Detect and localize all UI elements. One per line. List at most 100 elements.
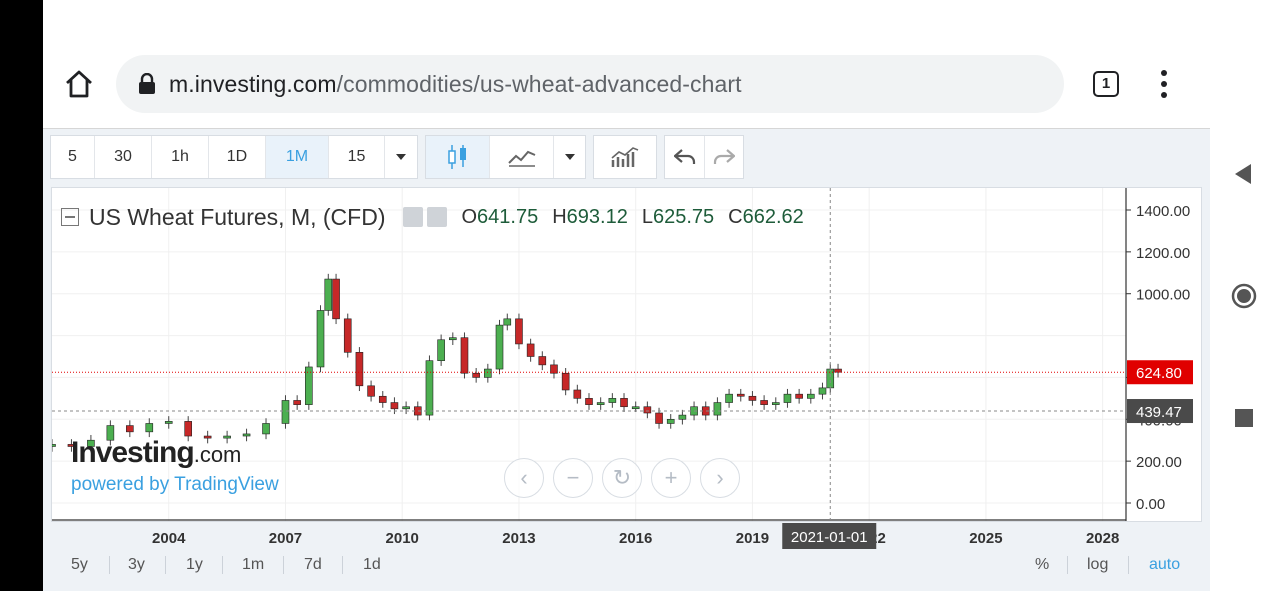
recents-icon[interactable] [1235, 409, 1253, 427]
time-axis[interactable]: 2004200720102013201620192022202520282021… [51, 521, 1202, 553]
indicators-icon [611, 147, 639, 167]
candle [561, 372, 570, 391]
candle [242, 433, 251, 437]
collapse-legend-button[interactable] [61, 208, 79, 226]
zoom-in-button[interactable]: + [651, 458, 691, 498]
interval-1m[interactable]: 1M [266, 136, 329, 178]
more-menu-icon[interactable] [1161, 70, 1169, 100]
indicators-group [593, 135, 657, 179]
scroll-left-button[interactable]: ‹ [504, 458, 544, 498]
logo-suffix: .com [193, 442, 242, 467]
candle [818, 387, 827, 395]
open-value: O641.75 [461, 205, 539, 228]
candle [666, 418, 675, 424]
current-price-tag [1127, 360, 1193, 385]
indicators-button[interactable] [594, 136, 656, 178]
candle [145, 423, 154, 433]
low-value: L625.75 [641, 205, 715, 228]
candle [573, 389, 582, 399]
range-1d[interactable]: 1d [363, 556, 381, 573]
powered-by-link[interactable]: powered by TradingView [71, 474, 279, 495]
settings-icon[interactable] [427, 207, 448, 227]
range-bar: 5y 3y 1y 1m 7d 1d % log auto [51, 549, 1202, 581]
candle [760, 400, 768, 405]
candle [87, 439, 95, 447]
undo-icon [673, 149, 695, 164]
price-tick-label: 1200.00 [1136, 245, 1190, 262]
price-tick-label: 1000.00 [1136, 287, 1190, 304]
phone-screen: m.investing.com/commodities/us-wheat-adv… [43, 0, 1210, 591]
chart-style-group [425, 135, 586, 179]
style-dropdown-button[interactable] [554, 136, 585, 178]
zoom-out-button[interactable]: − [553, 458, 593, 498]
candle [495, 324, 504, 370]
candle [472, 372, 480, 378]
time-tick-label: 2010 [386, 530, 419, 547]
home-button-icon[interactable] [1231, 283, 1257, 309]
interval-group: 5 30 1h 1D 1M 15 [50, 135, 418, 179]
tab-switcher-button[interactable]: 1 [1093, 71, 1119, 97]
time-tick-label: 2004 [152, 530, 186, 547]
range-1m[interactable]: 1m [242, 556, 265, 573]
price-chart[interactable]: 1400.001200.001000.00600.00400.00200.000… [52, 188, 1201, 521]
candle [608, 398, 617, 403]
candle [526, 343, 535, 357]
redo-button[interactable] [705, 136, 743, 178]
candle [106, 425, 115, 441]
line-style-button[interactable] [490, 136, 554, 178]
candle [807, 393, 815, 399]
high-value: H693.12 [552, 205, 628, 228]
candle [184, 421, 192, 437]
candle [281, 400, 290, 424]
candles-button[interactable] [426, 136, 490, 178]
interval-1d[interactable]: 1D [209, 136, 266, 178]
chevron-down-icon [564, 154, 575, 160]
android-nav-bar [1210, 0, 1280, 591]
candle [713, 402, 722, 416]
home-icon[interactable] [63, 68, 95, 100]
price-tick-label: 0.00 [1136, 496, 1165, 513]
candle [293, 400, 301, 405]
url-text: m.investing.com/commodities/us-wheat-adv… [169, 71, 742, 97]
history-group [664, 135, 744, 179]
candle [223, 435, 231, 439]
percent-scale-button[interactable]: % [1035, 556, 1050, 573]
chart-navigation: ‹ − ↻ + › [504, 458, 740, 498]
undo-button[interactable] [665, 136, 705, 178]
chart-panel[interactable]: 1400.001200.001000.00600.00400.00200.000… [51, 187, 1202, 522]
interval-30[interactable]: 30 [95, 136, 152, 178]
reset-chart-button[interactable]: ↻ [602, 458, 642, 498]
range-5y[interactable]: 5y [71, 556, 88, 573]
time-tick-label: 2013 [502, 530, 535, 547]
candle [52, 444, 56, 447]
range-3y[interactable]: 3y [128, 556, 145, 573]
eye-icon[interactable] [403, 207, 424, 227]
scroll-right-button[interactable]: › [700, 458, 740, 498]
candle [484, 368, 492, 378]
candle [783, 393, 792, 403]
back-icon[interactable] [1233, 163, 1253, 185]
lock-icon [139, 73, 155, 94]
address-bar[interactable]: m.investing.com/commodities/us-wheat-adv… [116, 55, 1064, 113]
candle [771, 402, 780, 405]
candle [631, 406, 640, 410]
range-1y[interactable]: 1y [186, 556, 203, 573]
interval-dropdown-button[interactable] [385, 136, 417, 178]
candle [378, 395, 387, 403]
candle [736, 393, 745, 397]
candle [332, 278, 340, 320]
crosshair-date-label: 2021-01-01 [791, 529, 868, 546]
range-7d[interactable]: 7d [304, 556, 322, 573]
log-scale-button[interactable]: log [1087, 556, 1109, 573]
candle [834, 368, 842, 373]
candle [725, 393, 733, 403]
price-tick-label: 1400.00 [1136, 203, 1190, 220]
auto-scale-button[interactable]: auto [1149, 556, 1181, 573]
chart-app: 5 30 1h 1D 1M 15 [43, 129, 1210, 591]
interval-15[interactable]: 15 [329, 136, 385, 178]
candle [596, 402, 605, 405]
interval-1h[interactable]: 1h [152, 136, 209, 178]
area-chart-icon [507, 150, 535, 167]
interval-5[interactable]: 5 [51, 136, 95, 178]
candle [678, 414, 687, 420]
